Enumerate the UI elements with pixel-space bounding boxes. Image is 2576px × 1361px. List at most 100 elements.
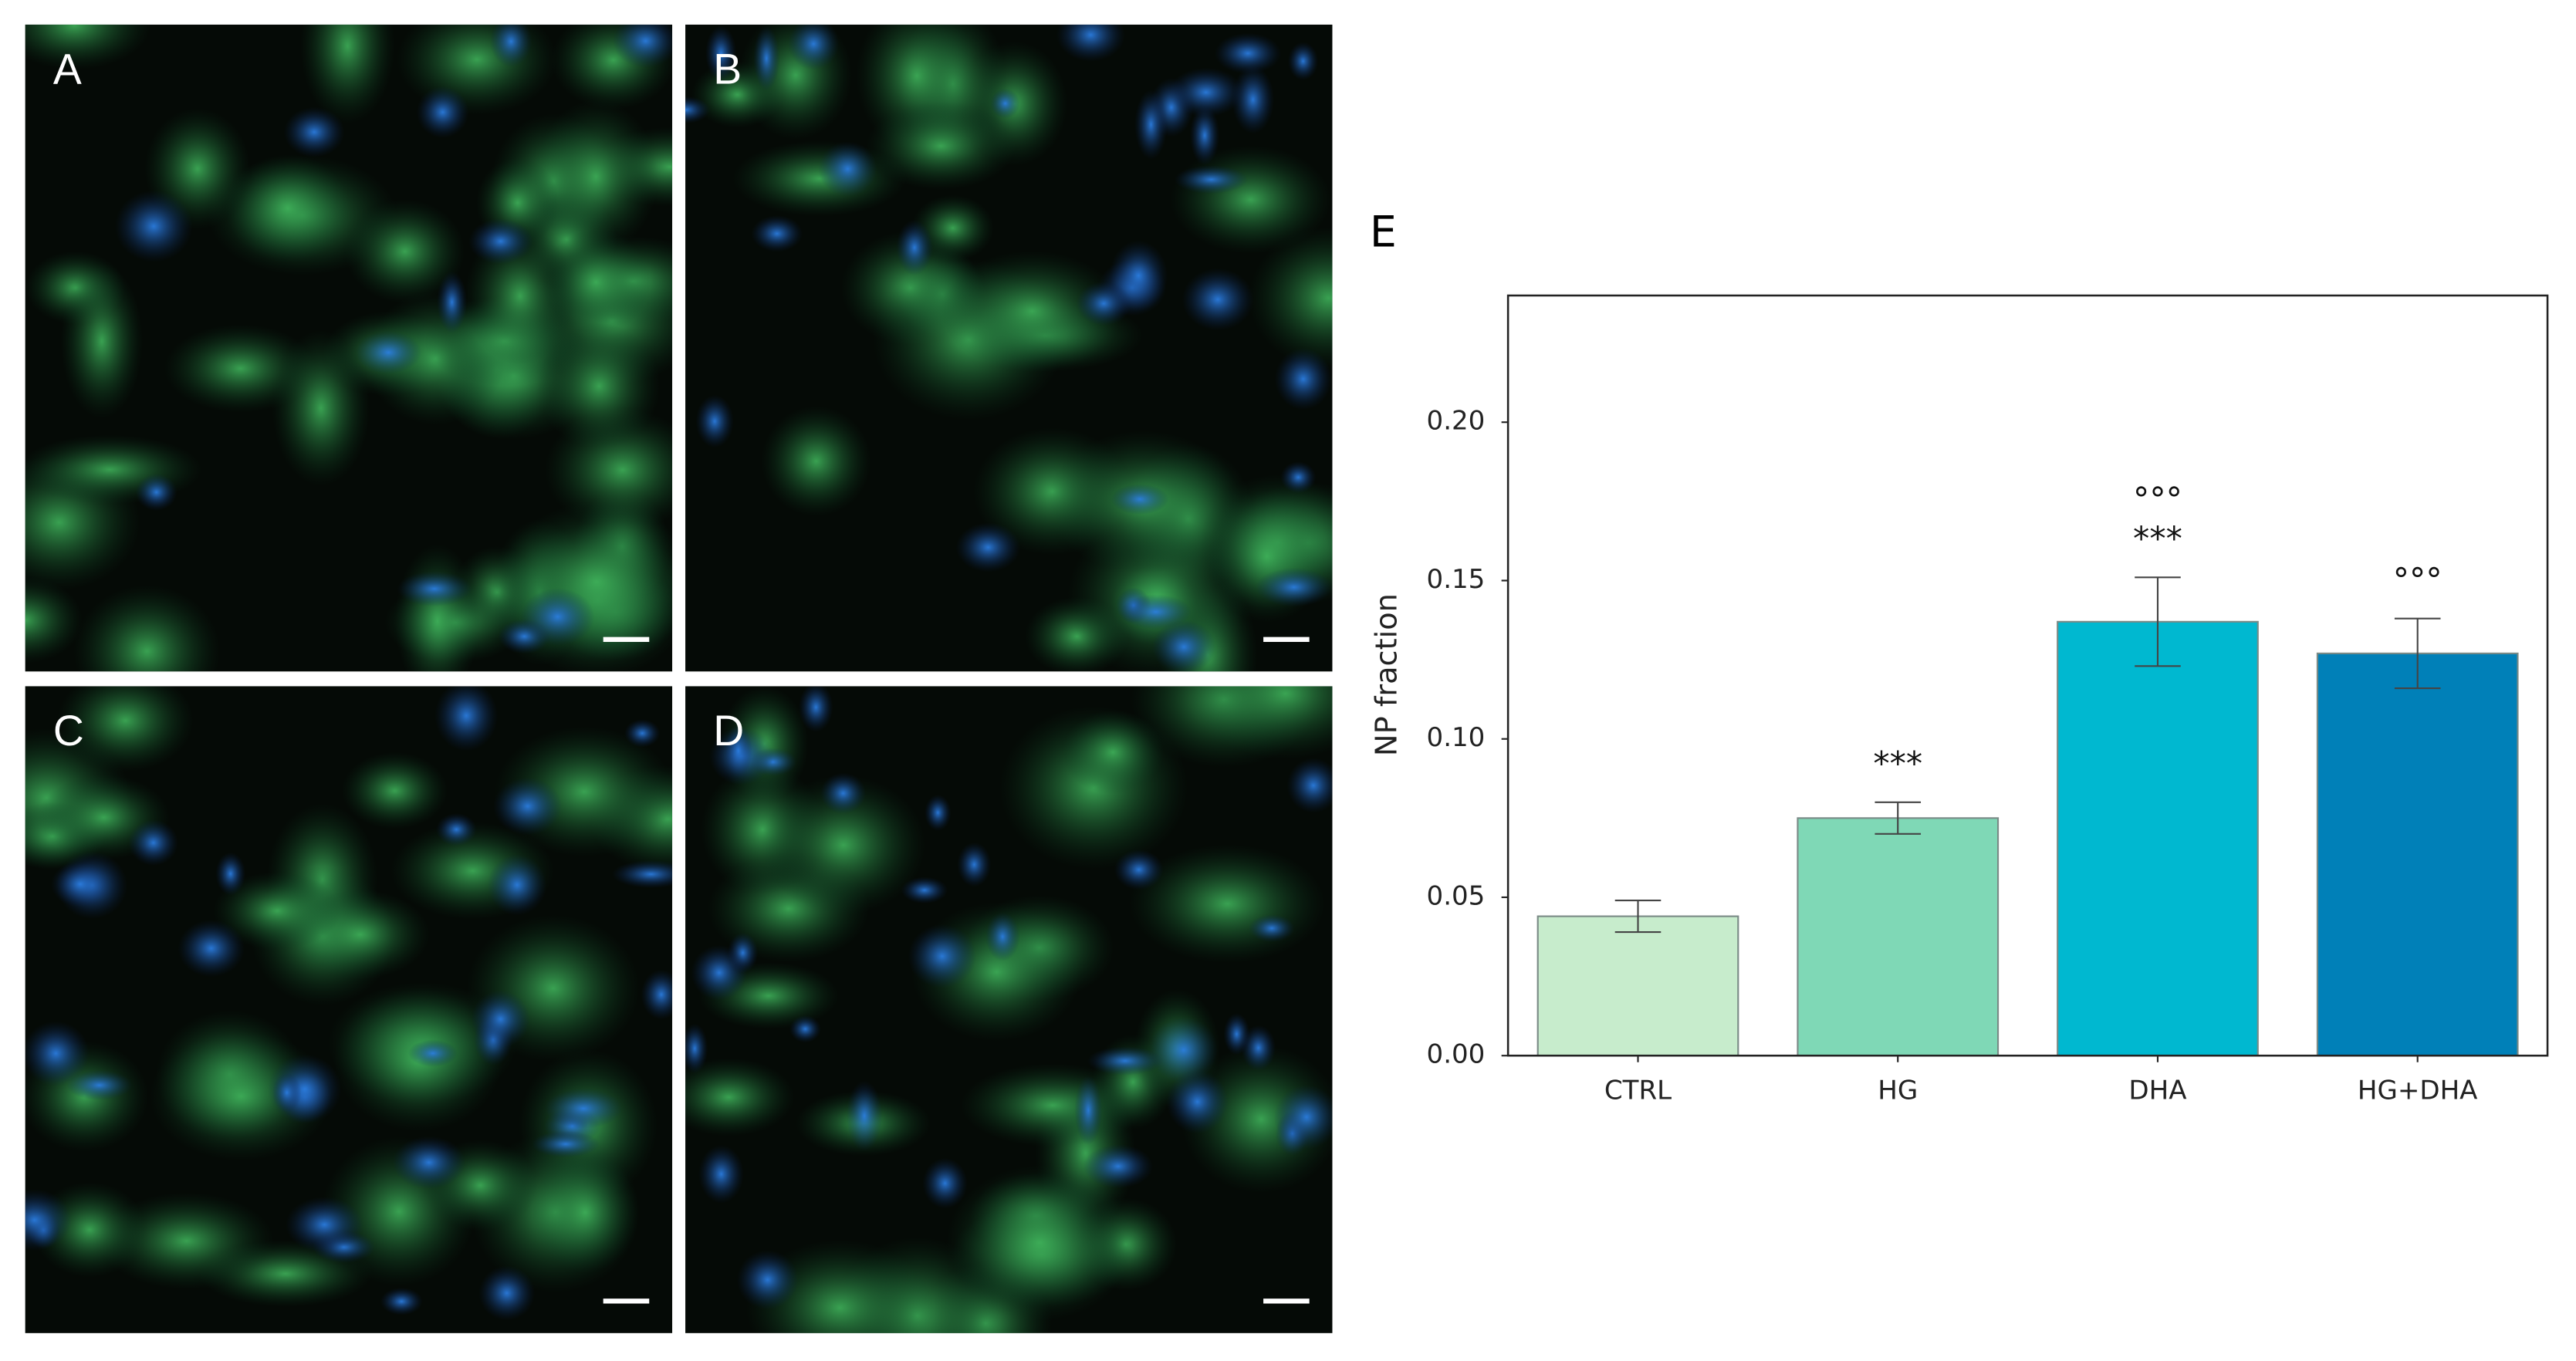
nucleus xyxy=(685,1023,708,1074)
cell xyxy=(945,1164,1134,1322)
nucleus xyxy=(407,1039,458,1067)
y-axis-label: NP fraction xyxy=(1369,593,1404,756)
nucleus xyxy=(896,219,933,275)
nucleus xyxy=(1256,567,1333,607)
cell xyxy=(60,263,144,419)
cells xyxy=(25,686,673,1321)
nucleus xyxy=(1168,67,1244,117)
y-tick-label: 0.10 xyxy=(1427,722,1486,753)
nucleus xyxy=(1287,42,1319,81)
cell xyxy=(25,576,83,664)
panel-label: C xyxy=(53,707,84,755)
x-tick-label: HG xyxy=(1878,1076,1918,1106)
nucleus xyxy=(753,25,780,91)
nucleus xyxy=(66,1069,133,1101)
panel-label: D xyxy=(713,707,744,755)
nucleus xyxy=(1151,620,1216,672)
nucleus xyxy=(532,1130,600,1158)
nucleus xyxy=(1149,1017,1219,1083)
micrograph: A xyxy=(25,24,673,672)
nucleus xyxy=(985,912,1020,961)
y-tick-label: 0.05 xyxy=(1427,880,1486,911)
nucleus xyxy=(283,106,345,157)
cell xyxy=(533,100,659,254)
nucleus xyxy=(698,1144,744,1204)
cell xyxy=(394,544,480,672)
cell xyxy=(1062,710,1165,795)
cell xyxy=(532,1151,638,1273)
x-tick-label: HG+DHA xyxy=(2358,1076,2478,1106)
nucleus xyxy=(487,854,547,916)
nucleus xyxy=(789,1015,821,1043)
nucleus xyxy=(820,772,867,814)
nucleus xyxy=(114,190,193,262)
nucleus xyxy=(468,218,533,265)
nucleus xyxy=(1249,914,1295,943)
nucleus xyxy=(1166,1069,1229,1134)
bar xyxy=(1797,817,2000,1057)
y-tick-label: 0.20 xyxy=(1427,406,1486,437)
scale-bar xyxy=(603,637,650,642)
cell xyxy=(344,199,465,304)
cell xyxy=(25,24,151,70)
nucleus xyxy=(1182,268,1254,331)
nucleus xyxy=(955,522,1021,572)
nucleus xyxy=(215,852,246,896)
nucleus xyxy=(380,1287,423,1315)
nucleus xyxy=(397,571,472,607)
cells xyxy=(25,24,673,672)
nucleus xyxy=(695,394,734,448)
nucleus xyxy=(25,1189,72,1251)
cell xyxy=(685,1058,795,1136)
bar xyxy=(2057,620,2259,1057)
cell xyxy=(56,686,194,772)
nucleus xyxy=(1189,105,1220,166)
nucleus xyxy=(641,969,673,1020)
nucleus xyxy=(434,686,499,751)
micrograph: C xyxy=(25,686,673,1333)
nucleus xyxy=(685,96,710,124)
nucleus xyxy=(25,1021,90,1086)
nucleus xyxy=(1114,849,1164,890)
cell xyxy=(272,329,370,487)
cell xyxy=(761,406,871,517)
nucleus xyxy=(724,724,752,778)
micrograph: D xyxy=(685,686,1333,1333)
nucleus xyxy=(544,1088,623,1129)
nucleus xyxy=(990,88,1020,119)
nucleus xyxy=(1274,348,1332,410)
nucleus xyxy=(922,1157,968,1209)
nucleus xyxy=(611,859,673,889)
cells xyxy=(685,686,1333,1333)
nucleus xyxy=(1120,594,1192,630)
panel-label: E xyxy=(1370,208,1397,257)
nucleus xyxy=(1056,24,1126,62)
nucleus xyxy=(128,819,178,866)
cells xyxy=(685,24,1333,672)
nucleus xyxy=(846,1080,883,1152)
cell xyxy=(537,323,661,450)
nucleus xyxy=(355,330,422,374)
nucleus xyxy=(818,141,877,197)
significance-mark: °°° xyxy=(2133,481,2182,519)
nucleus xyxy=(736,1250,799,1310)
cell xyxy=(213,872,341,951)
nucleus xyxy=(925,794,952,831)
nucleus xyxy=(612,24,673,68)
nucleus xyxy=(1134,89,1168,160)
axes-frame xyxy=(1506,294,2549,1057)
nucleus xyxy=(1076,281,1131,326)
scale-bar xyxy=(1263,637,1310,642)
scale-bar xyxy=(1263,1299,1310,1304)
nucleus xyxy=(1280,461,1317,494)
nucleus xyxy=(957,842,992,887)
bar xyxy=(1536,915,1739,1057)
bar-chart: 0.00 0.05 0.10 0.15 0.20 CTRL HG DHA HG+DHA *** **… xyxy=(1427,294,2549,1106)
nucleus xyxy=(436,812,477,846)
nucleus xyxy=(788,24,840,70)
nucleus xyxy=(691,944,748,1001)
y-tick-label: 0.15 xyxy=(1427,564,1486,595)
cell xyxy=(299,24,395,124)
nucleus xyxy=(1232,65,1275,134)
nucleus xyxy=(624,719,661,748)
